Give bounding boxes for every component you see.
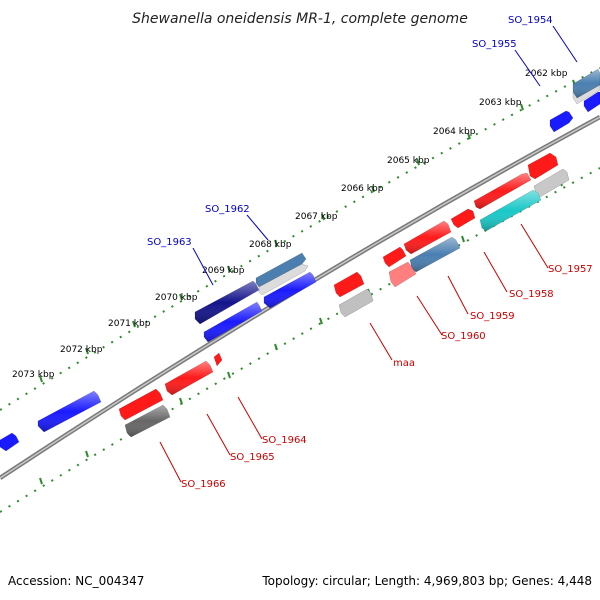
gene-arrow[interactable] xyxy=(213,352,223,367)
gene-arrow[interactable] xyxy=(549,110,574,133)
gene-label-SO_1955[interactable]: SO_1955 xyxy=(472,39,517,50)
gene-label-SO_1962[interactable]: SO_1962 xyxy=(205,204,250,215)
genome-summary-text: Topology: circular; Length: 4,969,803 bp… xyxy=(262,574,592,588)
accession-text: Accession: NC_004347 xyxy=(8,574,145,588)
kbp-label: 2070 kbp xyxy=(155,293,198,303)
gene-label-SO_1954[interactable]: SO_1954 xyxy=(508,15,553,26)
outer-tick-ring xyxy=(0,67,600,411)
gene-arrow[interactable] xyxy=(527,152,559,180)
gene-label-maa[interactable]: maa xyxy=(393,358,415,369)
kbp-label: 2067 kbp xyxy=(295,212,338,222)
gene-label-SO_1959[interactable]: SO_1959 xyxy=(470,311,515,322)
kbp-label: 2071 kbp xyxy=(108,319,151,329)
forward-gene-shading xyxy=(38,69,600,432)
gene-arrow[interactable] xyxy=(388,261,417,288)
gene-label-SO_1960[interactable]: SO_1960 xyxy=(441,331,486,342)
gene-label-SO_1966[interactable]: SO_1966 xyxy=(181,479,226,490)
gene-arrow[interactable] xyxy=(258,263,309,296)
gene-arrow[interactable] xyxy=(583,91,600,113)
gene-label-SO_1963[interactable]: SO_1963 xyxy=(147,237,192,248)
kbp-label: 2066 kbp xyxy=(341,184,384,194)
forward-label-leaders xyxy=(192,25,578,286)
reverse-gene-shading xyxy=(125,173,541,437)
reverse-label-leaders xyxy=(159,223,549,483)
gene-arrow[interactable] xyxy=(338,288,374,318)
map-title: Shewanella oneidensis MR-1, complete gen… xyxy=(132,11,468,27)
gene-arrow[interactable] xyxy=(450,208,476,229)
gene-label-SO_1958[interactable]: SO_1958 xyxy=(509,289,554,300)
gene-arrow[interactable] xyxy=(118,388,164,421)
kbp-label: 2064 kbp xyxy=(433,127,476,137)
gene-label-SO_1957[interactable]: SO_1957 xyxy=(548,264,593,275)
kbp-label: 2073 kbp xyxy=(12,370,55,380)
gene-arrow[interactable] xyxy=(382,246,407,268)
kbp-label: 2068 kbp xyxy=(249,240,292,250)
gene-arrow[interactable] xyxy=(0,432,20,452)
kbp-label: 2063 kbp xyxy=(479,98,522,108)
kbp-label: 2062 kbp xyxy=(525,69,568,79)
gene-label-SO_1964[interactable]: SO_1964 xyxy=(262,435,307,446)
outer-major-ticks xyxy=(39,79,576,383)
kbp-label: 2072 kbp xyxy=(60,345,103,355)
kbp-label: 2069 kbp xyxy=(202,266,245,276)
kbp-label: 2065 kbp xyxy=(387,156,430,166)
gene-arrow[interactable] xyxy=(333,271,365,298)
gene-label-SO_1965[interactable]: SO_1965 xyxy=(230,452,275,463)
